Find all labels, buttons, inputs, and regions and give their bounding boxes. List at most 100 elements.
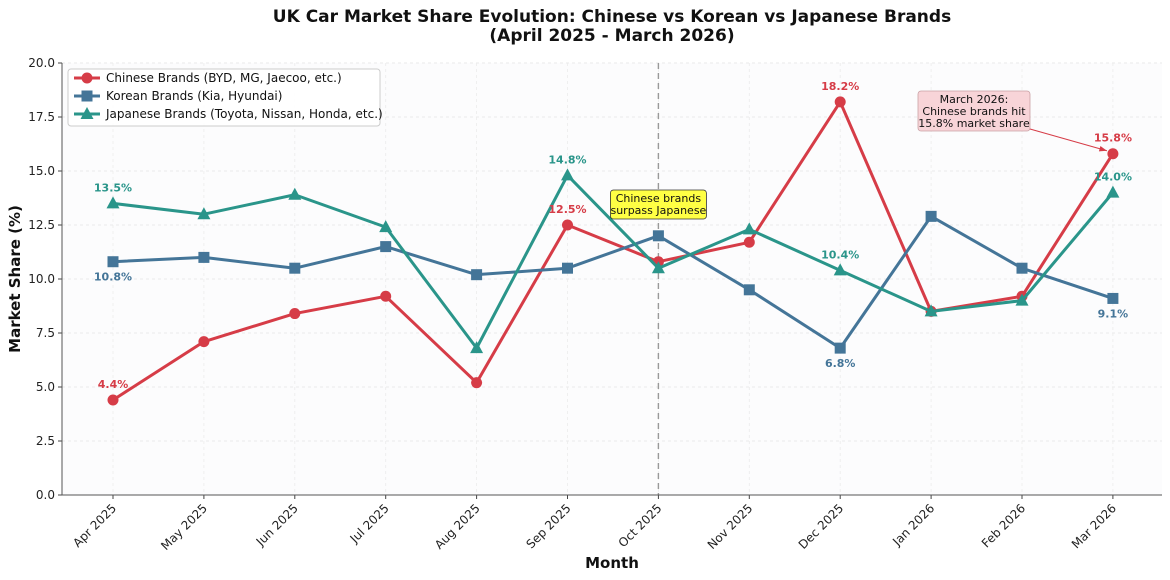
data-label: 9.1% — [1098, 307, 1129, 320]
x-tick-label: May 2025 — [158, 501, 210, 553]
data-point-triangle — [197, 207, 211, 220]
data-label: 14.8% — [548, 153, 586, 166]
x-tick-label: Jan 2026 — [889, 501, 937, 549]
data-point-triangle — [924, 304, 938, 317]
data-point-circle — [834, 96, 846, 108]
grid-layer — [62, 62, 1162, 496]
data-point-square — [925, 210, 937, 222]
data-label: 4.4% — [98, 378, 129, 391]
y-tick-label: 12.5 — [28, 218, 55, 232]
data-point-circle — [289, 308, 301, 320]
data-point-circle — [562, 219, 573, 231]
legend-label: Japanese Brands (Toyota, Nissan, Honda, … — [105, 107, 383, 121]
data-label: 10.8% — [94, 271, 132, 284]
annotation-text: March 2026: — [940, 93, 1009, 106]
x-tick-label: Apr 2025 — [70, 501, 119, 550]
annotation-box — [610, 189, 707, 220]
x-tick-label: Mar 2026 — [1069, 501, 1119, 551]
x-tick-label: Jul 2025 — [347, 501, 392, 546]
data-point-square — [652, 230, 664, 242]
legend-box — [67, 68, 381, 127]
data-label: 6.8% — [825, 357, 856, 370]
data-point-triangle — [742, 222, 756, 235]
chart-title: UK Car Market Share Evolution: Chinese v… — [273, 7, 951, 27]
data-point-square — [1107, 292, 1119, 304]
data-point-circle — [743, 236, 755, 248]
data-point-square — [198, 251, 210, 263]
data-label: 12.5% — [548, 203, 586, 216]
data-point-circle — [471, 377, 483, 389]
data-point-square — [743, 284, 755, 296]
y-tick-label: 2.5 — [36, 434, 55, 448]
data-point-square — [834, 342, 846, 354]
data-label: 10.4% — [821, 248, 859, 261]
data-label: 13.5% — [94, 181, 132, 194]
data-point-square — [380, 241, 392, 253]
y-tick-label: 0.0 — [36, 488, 55, 502]
data-point-square — [107, 256, 119, 268]
data-point-circle — [380, 290, 392, 302]
data-point-triangle — [1015, 293, 1029, 306]
y-tick-label: 17.5 — [28, 110, 55, 124]
series-line — [111, 173, 1115, 350]
y-axis-title: Market Share (%) — [6, 205, 24, 353]
annotation-arrow — [1029, 128, 1108, 152]
data-point-triangle — [106, 196, 120, 209]
annotation-text: surpass Japanese — [610, 204, 706, 217]
x-tick-label: Oct 2025 — [616, 501, 665, 550]
x-tick-label: Dec 2025 — [796, 501, 847, 552]
data-point-triangle — [651, 261, 665, 274]
data-point-triangle — [1106, 185, 1120, 198]
y-tick-label: 10.0 — [28, 272, 55, 286]
chart-subtitle: (April 2025 - March 2026) — [489, 26, 734, 46]
legend-label: Korean Brands (Kia, Hyundai) — [106, 89, 282, 103]
data-point-triangle — [80, 107, 94, 119]
series-layer — [106, 96, 1120, 406]
x-tick-label: Feb 2026 — [979, 501, 1028, 550]
legend-item-japanese: Japanese Brands (Toyota, Nissan, Honda, … — [74, 107, 383, 121]
x-tick-label: Sep 2025 — [523, 501, 573, 551]
y-tick-label: 20.0 — [28, 56, 55, 70]
plot-area — [62, 63, 1162, 495]
data-point-circle — [107, 394, 119, 406]
x-tick-label: Jun 2025 — [253, 501, 301, 549]
legend: Chinese Brands (BYD, MG, Jaecoo, etc.) Ko… — [67, 68, 383, 127]
legend-item-korean: Korean Brands (Kia, Hyundai) — [74, 89, 282, 103]
series-korean — [107, 210, 1119, 354]
series-line — [111, 214, 1115, 350]
y-tick-label: 7.5 — [36, 326, 55, 340]
data-point-triangle — [288, 187, 302, 200]
data-point-square — [562, 262, 573, 274]
annotation-text: 15.8% market share — [918, 117, 1030, 130]
x-axis-title: Month — [585, 554, 639, 572]
legend-item-chinese: Chinese Brands (BYD, MG, Jaecoo, etc.) — [74, 71, 342, 85]
series-japanese — [106, 168, 1120, 354]
data-label: 15.8% — [1094, 132, 1132, 145]
data-point-circle — [198, 336, 210, 348]
annotation-text: Chinese brands hit — [922, 105, 1026, 118]
annotation-box — [917, 90, 1031, 132]
data-point-triangle — [833, 263, 847, 276]
annotation-arrowhead — [1098, 146, 1107, 152]
data-point-circle — [1107, 148, 1119, 160]
data-point-square — [81, 90, 93, 102]
data-label: 14.0% — [1094, 171, 1132, 184]
legend-label: Chinese Brands (BYD, MG, Jaecoo, etc.) — [106, 71, 342, 85]
data-point-square — [471, 269, 483, 281]
data-point-triangle — [379, 220, 393, 233]
data-label-layer: 4.4% 12.5% 18.2% 15.8% 10.8% 6.8% 9.1% 13.5% 14.… — [94, 80, 1132, 391]
annotation-text: Chinese brands — [616, 192, 702, 205]
y-tick-label: 5.0 — [36, 380, 55, 394]
data-point-triangle — [470, 341, 484, 354]
x-tick-label: Aug 2025 — [432, 501, 483, 552]
data-point-triangle — [561, 168, 574, 181]
y-tick-label: 15.0 — [28, 164, 55, 178]
data-point-circle — [81, 72, 93, 84]
data-point-square — [1016, 262, 1028, 274]
x-tick-label: Nov 2025 — [705, 501, 756, 552]
data-label: 18.2% — [821, 80, 859, 93]
